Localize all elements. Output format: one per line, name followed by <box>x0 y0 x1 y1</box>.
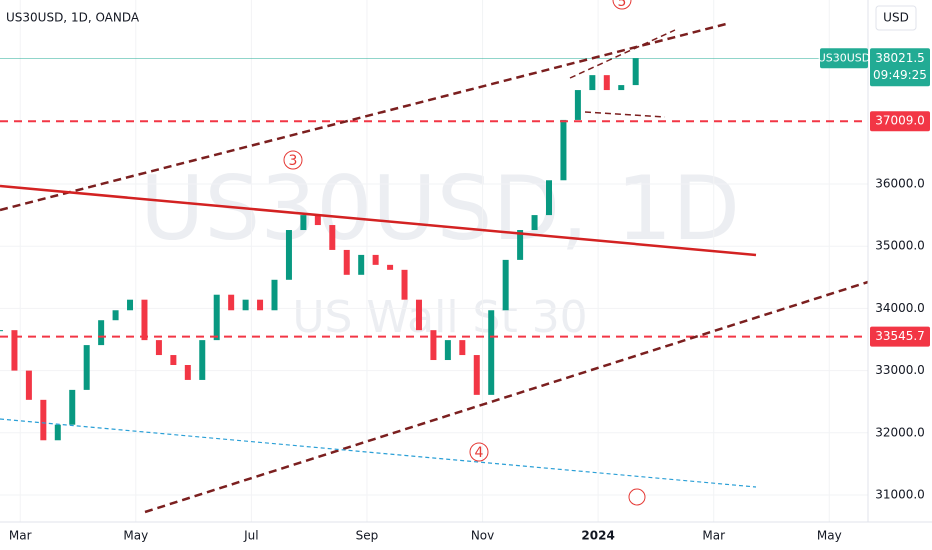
candle <box>444 340 451 361</box>
candle <box>54 424 61 441</box>
candle <box>127 299 134 311</box>
candle <box>632 58 639 86</box>
currency-button[interactable] <box>875 5 917 31</box>
trend-line <box>584 111 666 118</box>
candle <box>618 85 625 91</box>
candle <box>83 345 90 390</box>
event-icon[interactable] <box>628 488 646 506</box>
price-badge <box>870 48 930 87</box>
level-label: 37009.0 <box>875 114 925 128</box>
candle <box>0 330 3 332</box>
level-badge <box>870 111 930 132</box>
wave-label: 4 <box>475 445 484 461</box>
candle <box>459 340 466 356</box>
y-tick-label: 31000.0 <box>875 488 925 502</box>
level-badge <box>870 326 930 347</box>
wave-label: 3 <box>289 153 298 169</box>
trend-line <box>0 418 757 488</box>
candle <box>141 299 148 341</box>
candle <box>387 264 394 270</box>
y-tick-label: 35000.0 <box>875 239 925 253</box>
symbol-label: US30USD <box>818 51 871 64</box>
candle <box>502 259 509 311</box>
candle <box>184 365 191 380</box>
candle <box>300 215 307 231</box>
x-tick-label: Jul <box>243 529 258 543</box>
price-axis <box>868 0 932 550</box>
candle <box>372 254 379 265</box>
currency[interactable]: USD <box>883 11 909 25</box>
trend-line <box>0 21 731 212</box>
candle <box>430 330 437 361</box>
candle <box>517 230 524 260</box>
candle <box>473 355 480 395</box>
y-tick-label: 32000.0 <box>875 425 925 439</box>
y-tick-label: 33000.0 <box>875 363 925 377</box>
last-price: 38021.5 <box>875 51 925 65</box>
candle <box>242 299 249 311</box>
candle <box>199 340 206 380</box>
x-tick-label: Nov <box>471 529 494 543</box>
symbol-badge <box>820 48 868 69</box>
wave-circle <box>612 0 632 10</box>
candle <box>257 299 264 311</box>
candle <box>314 215 321 226</box>
candle <box>488 310 495 395</box>
candle <box>546 180 553 216</box>
candle <box>329 225 336 250</box>
wave-circle <box>283 150 303 170</box>
candle <box>155 340 162 356</box>
candle <box>560 119 567 181</box>
x-tick-label: May <box>123 529 148 543</box>
y-tick-label: 36000.0 <box>875 176 925 190</box>
y-tick-label: 34000.0 <box>875 301 925 315</box>
candle <box>40 399 47 441</box>
x-tick-label: Mar <box>702 529 725 543</box>
candle <box>589 75 596 91</box>
level-label: 33545.7 <box>875 329 925 343</box>
candle <box>603 75 610 91</box>
countdown: 09:49:25 <box>873 68 927 82</box>
candle <box>343 249 350 275</box>
wave-circle <box>469 442 489 462</box>
candle <box>11 330 18 371</box>
candle <box>98 320 105 346</box>
x-tick-label: Sep <box>356 529 379 543</box>
candle <box>415 299 422 331</box>
candle <box>25 370 32 400</box>
x-tick-label: 2024 <box>581 529 614 543</box>
x-tick-label: May <box>817 529 842 543</box>
candle <box>69 389 76 425</box>
wave-label: 5 <box>618 0 627 10</box>
candle <box>285 230 292 280</box>
candle <box>574 90 581 120</box>
candle <box>358 254 365 275</box>
candle <box>271 279 278 311</box>
chart-title: US30USD, 1D, OANDA <box>6 11 140 25</box>
trend-line <box>0 184 757 257</box>
candle <box>228 294 235 311</box>
wave-labels: 3 4 5 <box>283 0 632 462</box>
watermark-sub: US Wall St 30 <box>292 292 587 343</box>
candle <box>170 355 177 366</box>
candle <box>401 269 408 300</box>
candle <box>112 310 119 321</box>
candle <box>213 294 220 341</box>
trend-line <box>144 280 869 514</box>
candle <box>531 215 538 231</box>
x-tick-label: Mar <box>9 529 32 543</box>
